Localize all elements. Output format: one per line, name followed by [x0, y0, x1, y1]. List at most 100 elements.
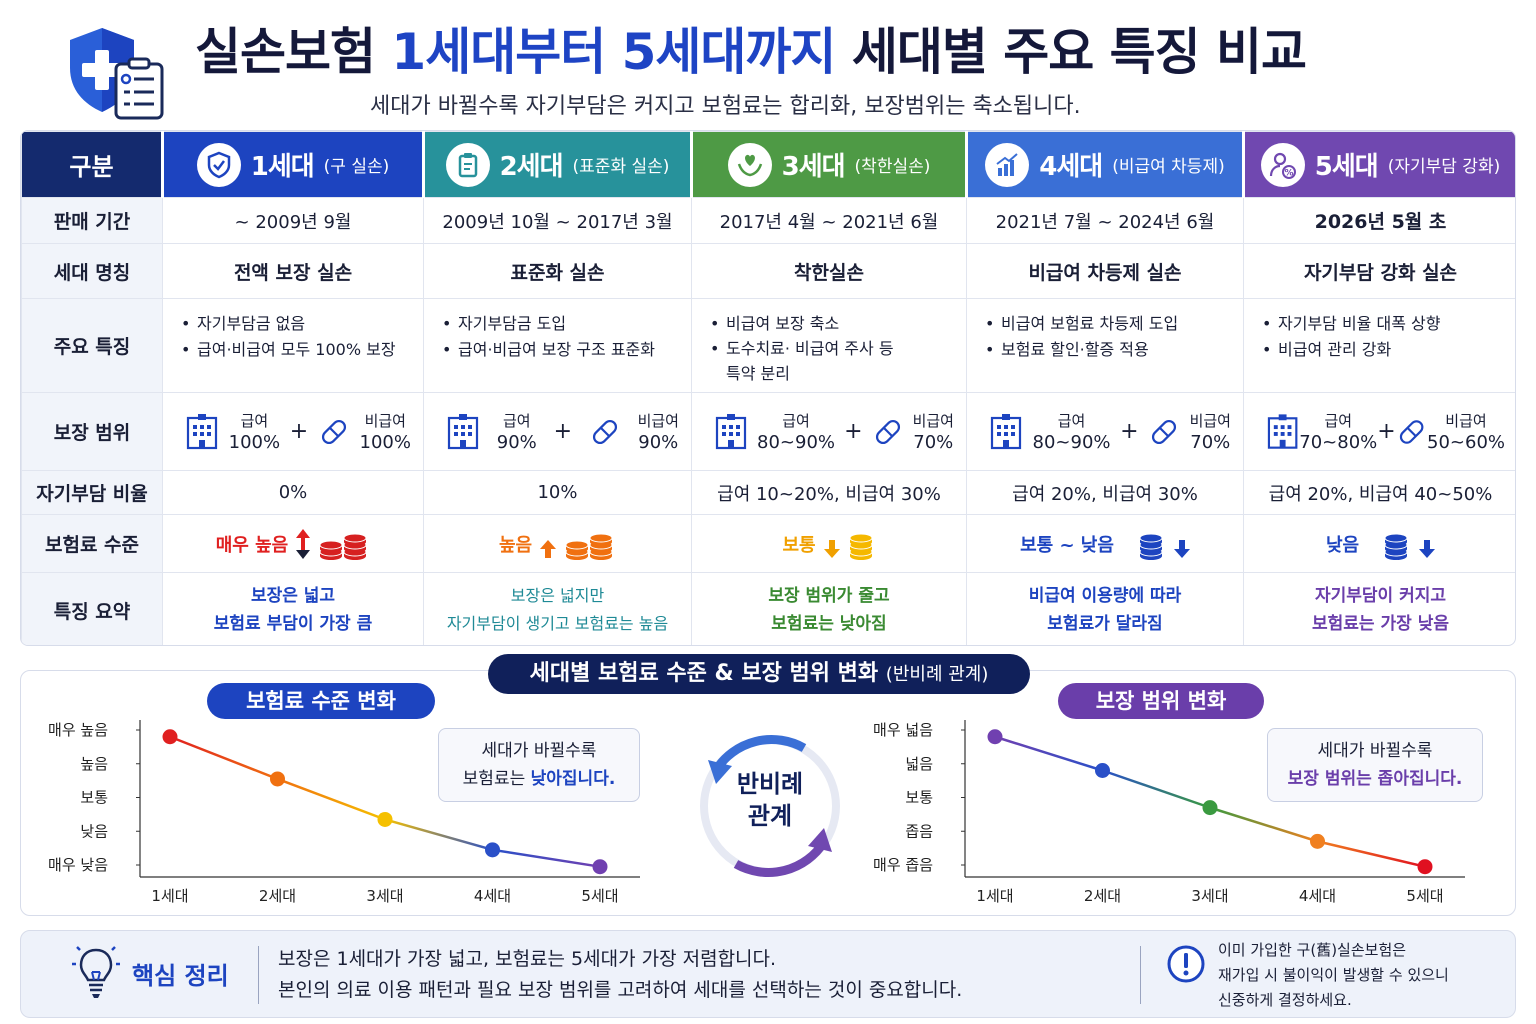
summary-footer: [20, 930, 1516, 1018]
period-cell: 2017년 4월 ~ 2021년 6월: [691, 197, 967, 244]
coverage-label: 급여: [1324, 411, 1353, 430]
data-point: [1310, 833, 1325, 849]
feature-item: 급여·비급여 보장 구조 표준화: [442, 337, 691, 363]
coverage-cell: 급여 100% + 비급여 100%: [162, 392, 424, 471]
gen-name-cell: 전액 보장 실손: [162, 243, 424, 299]
row-label-copay: 자기부담 비율: [21, 470, 163, 515]
series-line-segment: [1102, 769, 1211, 809]
pill-icon: [592, 419, 617, 444]
premium-level-label: 보통 ~ 낮음: [1020, 534, 1114, 556]
x-tick-label: 5세대: [581, 887, 618, 905]
feature-item: 비급여 보장 축소: [710, 311, 966, 336]
exclamation-icon: [1167, 945, 1205, 983]
gen-header-2: 2세대 (표준화 실손): [423, 131, 693, 198]
coverage-label: 급여: [502, 411, 531, 430]
x-tick-label: 2세대: [259, 887, 296, 905]
coin-stack-icon: [565, 533, 613, 560]
feature-item: 자기부담금 도입: [442, 311, 691, 337]
pill-icon: [875, 419, 900, 444]
table-corner: 구분: [21, 131, 164, 198]
coin-stack-icon: [1139, 533, 1163, 560]
features-cell: 자기부담 비율 대폭 상향비급여 관리 강화: [1243, 298, 1515, 393]
feature-item: 비급여 보험료 차등제 도입: [985, 311, 1243, 337]
summary-cell: 비급여 이용량에 따라 보험료가 달라짐: [966, 572, 1244, 645]
summary-cell: 자기부담이 커지고 보험료는 가장 낮음: [1243, 572, 1515, 645]
features-cell: 비급여 보장 축소도수치료· 비급여 주사 등특약 분리: [691, 298, 967, 393]
page-subtitle: 세대가 바뀔수록 자기부담은 커지고 보험료는 합리화, 보장범위는 축소됩니다…: [370, 94, 1081, 119]
hands-heart-icon: [727, 142, 772, 187]
series-line-segment: [169, 735, 278, 781]
inverse-relation-cycle-icon: [700, 735, 840, 877]
hospital-icon: [990, 413, 1022, 449]
data-point: [592, 859, 608, 875]
gen-name-cell: 비급여 차등제 실손: [966, 243, 1244, 299]
footer-warning-text: 이미 가입한 구(舊)실손보험은 재가입 시 불이익이 발생할 수 있으니 신중하게…: [1218, 941, 1449, 1009]
data-point: [270, 771, 285, 787]
plus-sign: +: [1120, 419, 1139, 444]
y-tick-label: 높음: [80, 755, 108, 773]
up-arrow-icon: [540, 539, 557, 558]
coverage-value: 50~60%: [1427, 431, 1505, 453]
coverage-value: 80~90%: [757, 431, 836, 453]
header: 실손보험 1세대부터 5세대까지 세대별 주요 특징 비교 세대가 바뀔수록 자…: [0, 0, 1536, 128]
feature-item: 비급여 관리 강화: [1262, 337, 1515, 363]
row-label-premium: 보험료 수준: [21, 514, 163, 573]
x-tick-label: 1세대: [976, 887, 1013, 905]
x-tick-label: 1세대: [151, 887, 188, 905]
x-tick-label: 5세대: [1406, 887, 1443, 905]
y-tick-label: 매우 좁음: [873, 856, 933, 874]
charts-section-title: 세대별 보험료 수준 & 보장 범위 변화 (반비례 관계): [488, 654, 1030, 694]
gen-header-1: 1세대 (구 실손): [162, 131, 425, 198]
summary-cell: 보장은 넓지만 자기부담이 생기고 보험료는 높음: [423, 572, 692, 645]
copay-cell: 급여 20%, 비급여 30%: [966, 470, 1244, 515]
data-point: [377, 811, 393, 827]
down-arrow-icon: [1173, 539, 1190, 558]
coverage-label: 비급여: [1445, 411, 1487, 430]
features-cell: 자기부담금 없음급여·비급여 모두 100% 보장: [162, 298, 424, 393]
gen-header-3: 3세대 (착한실손): [691, 131, 968, 198]
y-tick-label: 매우 낮음: [48, 856, 108, 874]
footer-summary-text: 보장은 1세대가 가장 넓고, 보험료는 5세대가 가장 저렴합니다. 본인의 의…: [278, 948, 963, 1001]
plus-sign: +: [1377, 419, 1396, 444]
premium-level-label: 매우 높음: [215, 534, 289, 556]
period-cell: 2021년 7월 ~ 2024년 6월: [966, 197, 1244, 244]
x-tick-label: 4세대: [1299, 887, 1336, 905]
footer-divider: [1140, 946, 1141, 1004]
pill-icon: [1399, 419, 1424, 444]
plus-sign: +: [553, 419, 573, 444]
feature-item: 자기부담 비율 대폭 상향: [1262, 311, 1515, 337]
feature-item: 도수치료· 비급여 주사 등: [710, 336, 966, 361]
svg-text:%: %: [1284, 168, 1293, 178]
copay-cell: 급여 10~20%, 비급여 30%: [691, 470, 967, 515]
page-title: 실손보험 1세대부터 5세대까지 세대별 주요 특징 비교: [195, 23, 1307, 81]
footer-title: 핵심 정리: [132, 962, 229, 990]
pill-icon: [321, 419, 346, 444]
coin-stack-icon: [319, 533, 367, 560]
data-point: [1095, 763, 1110, 778]
gen-header-4: 4세대 (비급여 차등제): [966, 131, 1245, 198]
data-point: [485, 842, 500, 858]
coverage-label: 급여: [782, 411, 810, 430]
coverage-value: 100%: [359, 431, 411, 453]
feature-item: 보험료 할인·할증 적용: [985, 337, 1243, 363]
x-tick-label: 3세대: [366, 887, 403, 905]
down-arrow-icon: [823, 539, 840, 558]
coin-stack-icon: [1384, 533, 1408, 560]
premium-chart-title: 보험료 수준 변화: [207, 683, 435, 719]
series-line-segment: [1317, 840, 1426, 868]
row-label-coverage: 보장 범위: [21, 392, 163, 471]
coverage-value: 70~80%: [1299, 431, 1378, 453]
coverage-chart-title: 보장 범위 변화: [1058, 683, 1264, 719]
coverage-value: 70%: [1190, 431, 1231, 453]
gen-header-5: % 5세대 (자기부담 강화): [1243, 131, 1515, 198]
person-percent-icon: %: [1260, 142, 1305, 187]
coverage-value: 90%: [496, 431, 537, 453]
inverse-relation-label: 반비례 관계: [736, 770, 804, 830]
period-cell: 2026년 5월 초: [1243, 197, 1515, 244]
y-tick-label: 보통: [80, 789, 108, 807]
coverage-label: 비급여: [637, 411, 679, 430]
coverage-value: 90%: [638, 431, 679, 453]
data-point: [1202, 800, 1218, 816]
copay-cell: 0%: [162, 470, 424, 515]
series-line-segment: [277, 777, 386, 821]
